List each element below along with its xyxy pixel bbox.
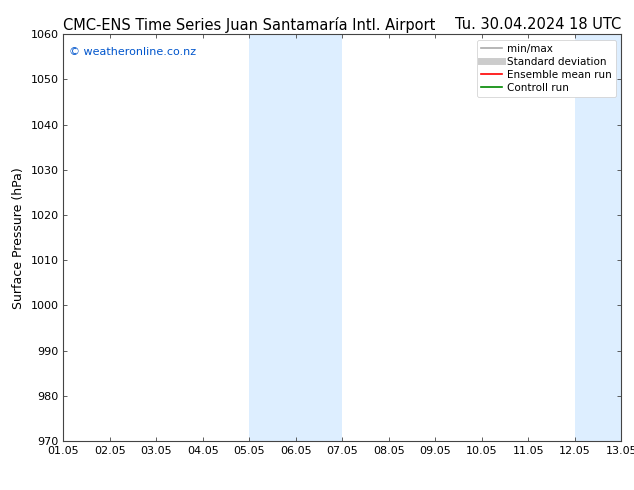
- Text: © weatheronline.co.nz: © weatheronline.co.nz: [69, 47, 196, 56]
- Legend: min/max, Standard deviation, Ensemble mean run, Controll run: min/max, Standard deviation, Ensemble me…: [477, 40, 616, 97]
- Bar: [575, 34, 634, 441]
- Bar: [249, 34, 342, 441]
- Text: CMC-ENS Time Series Juan Santamaría Intl. Airport: CMC-ENS Time Series Juan Santamaría Intl…: [63, 17, 436, 33]
- Y-axis label: Surface Pressure (hPa): Surface Pressure (hPa): [12, 167, 25, 309]
- Text: Tu. 30.04.2024 18 UTC: Tu. 30.04.2024 18 UTC: [455, 17, 621, 32]
